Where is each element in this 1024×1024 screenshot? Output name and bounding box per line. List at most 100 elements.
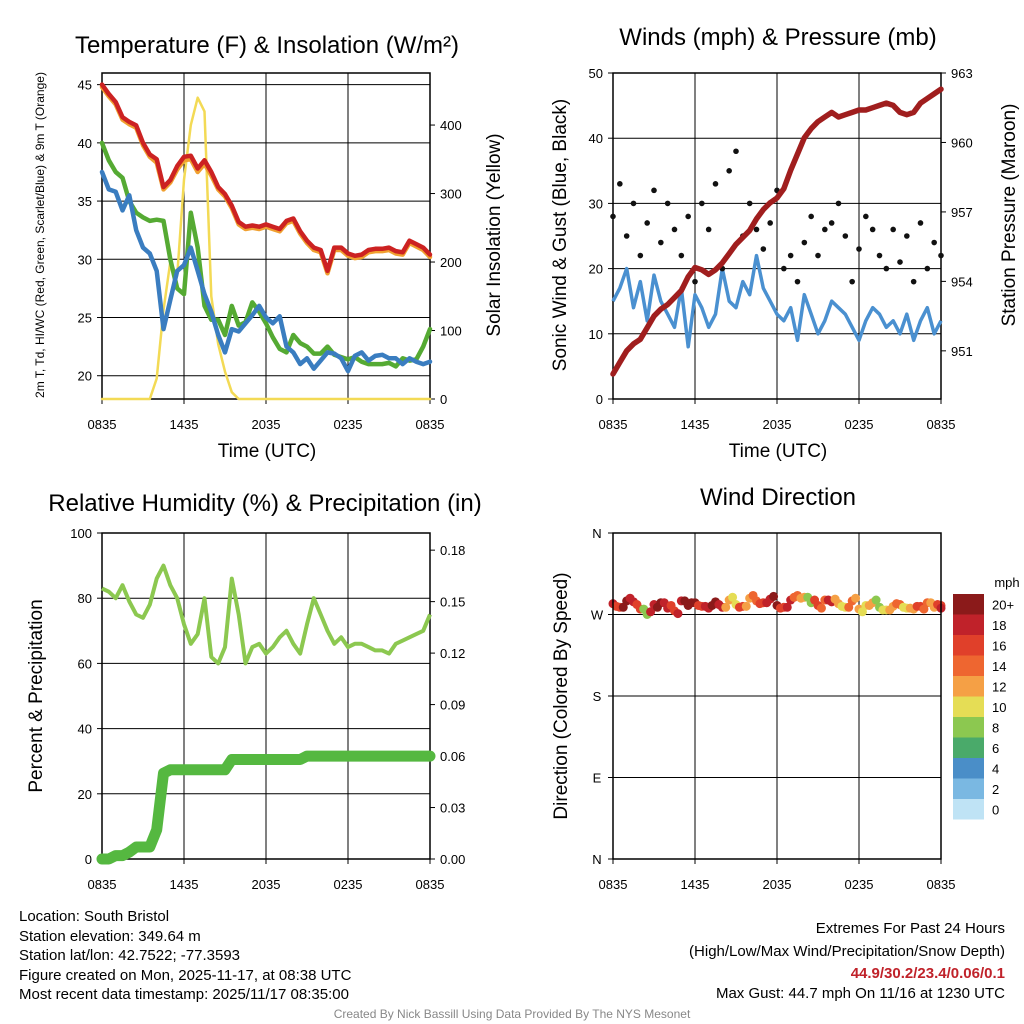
y2-tick-label: 200 [440,255,462,270]
x-tick-label: 1435 [681,877,710,892]
y2-tick-label: 954 [951,274,973,289]
direction-tick-label: N [592,526,601,541]
x-tick-label: 0835 [416,877,445,892]
y2-tick-label: 960 [951,135,973,150]
gust-point [637,252,644,259]
direction-tick-label: S [593,689,602,704]
x-tick-label: 0235 [334,417,363,432]
gust-point [828,220,835,226]
x-tick-label: 0835 [88,877,117,892]
y-tick-label: 40 [78,136,92,151]
legend-swatch [953,737,984,758]
temperature-xlabel: Time (UTC) [218,441,317,462]
gust-point [712,181,719,187]
y-tick-label: 35 [78,194,92,209]
direction-point [851,593,861,603]
gust-point [644,220,650,226]
y2-tick-label: 957 [951,205,973,220]
y-tick-label: 25 [78,311,92,326]
speed-legend: 20+ 18 16 14 12 10 8 6 4 2 0 [953,594,1014,820]
gust-point [760,246,767,252]
gust-point [904,233,910,239]
plot-frame [612,532,942,860]
legend-swatch [953,696,984,717]
y2-tick-label: 300 [440,187,462,202]
series-line-sonic-wind [611,253,943,349]
y2-tick-label: 0 [440,392,447,407]
wind-direction-ylabel: Direction (Colored By Speed) [551,572,572,819]
gust-point [699,200,705,207]
winds-ylabel: Sonic Wind & Gust (Blue, Black) [550,99,571,371]
direction-point [769,591,779,601]
gust-point [610,213,616,220]
gust-point [664,200,671,207]
legend-label: 16 [992,638,1006,653]
temperature-panel: Temperature (F) & Insolation (W/m²) Time… [33,32,505,462]
x-tick-label: 0835 [927,417,956,432]
gust-point [808,213,814,220]
legend-label: 6 [992,741,999,756]
y-tick-label: 0 [596,392,603,407]
gust-point [692,278,698,285]
direction-point [816,603,826,613]
y2-tick-label: 400 [440,118,462,133]
y-tick-label: 40 [589,131,603,146]
legend-swatch [953,594,984,615]
credit-text: Created By Nick Bassill Using Data Provi… [333,1007,691,1021]
legend-swatch [953,655,984,676]
x-tick-label: 1435 [681,417,710,432]
direction-point [673,609,683,619]
wind-direction-title: Wind Direction [700,484,856,511]
x-tick-label: 1435 [170,877,199,892]
recent-text: Most recent data timestamp: 2025/11/17 0… [19,986,349,1003]
direction-tick-label: N [592,852,601,867]
gust-point [815,252,821,259]
gust-point [781,265,787,272]
series-line-pressure [610,86,944,377]
x-tick-label: 0835 [927,877,956,892]
created-text: Figure created on Mon, 2025-11-17, at 08… [19,966,352,984]
x-tick-label: 1435 [170,417,199,432]
gust-point [890,226,896,233]
direction-point [782,602,792,612]
legend-label: 8 [992,720,999,735]
gust-point [849,278,855,285]
legend-title: mph [994,575,1019,590]
legend-swatch [953,758,984,779]
y-tick-label: 20 [78,787,92,802]
x-tick-label: 0835 [599,877,628,892]
plot-frame [612,72,942,400]
winds-xlabel: Time (UTC) [729,441,828,462]
y-tick-label: 10 [589,327,603,342]
y2-tick-label: 0.15 [440,595,465,610]
legend-label: 20+ [992,597,1014,612]
gust-point [685,213,691,220]
gust-point [835,200,842,207]
y2-tick-label: 951 [951,344,973,359]
x-tick-label: 0835 [416,417,445,432]
gust-point [671,226,678,233]
direction-tick-label: E [593,771,602,786]
legend-label: 10 [992,700,1006,715]
solar-ylabel: Solar Insolation (Yellow) [484,133,505,336]
legend-swatch [953,717,984,738]
gust-point [651,187,657,194]
gust-point [678,252,685,259]
gust-point [753,226,760,233]
gust-point [931,239,937,246]
legend-label: 18 [992,618,1006,633]
y2-tick-label: 0.03 [440,801,465,816]
series-line-solar [100,96,432,401]
x-tick-label: 0235 [334,877,363,892]
gust-point [801,239,808,246]
legend-label: 4 [992,761,999,776]
legend-label: 0 [992,802,999,817]
extremes-subtitle: (High/Low/Max Wind/Precipitation/Snow De… [689,942,1005,960]
gust-point [767,220,773,226]
x-tick-label: 2035 [252,417,281,432]
gust-point [746,200,753,207]
y-tick-label: 40 [78,722,92,737]
max-gust-text: Max Gust: 44.7 mph On 11/16 at 1230 UTC [715,984,1005,1002]
series-line-td [99,140,433,369]
